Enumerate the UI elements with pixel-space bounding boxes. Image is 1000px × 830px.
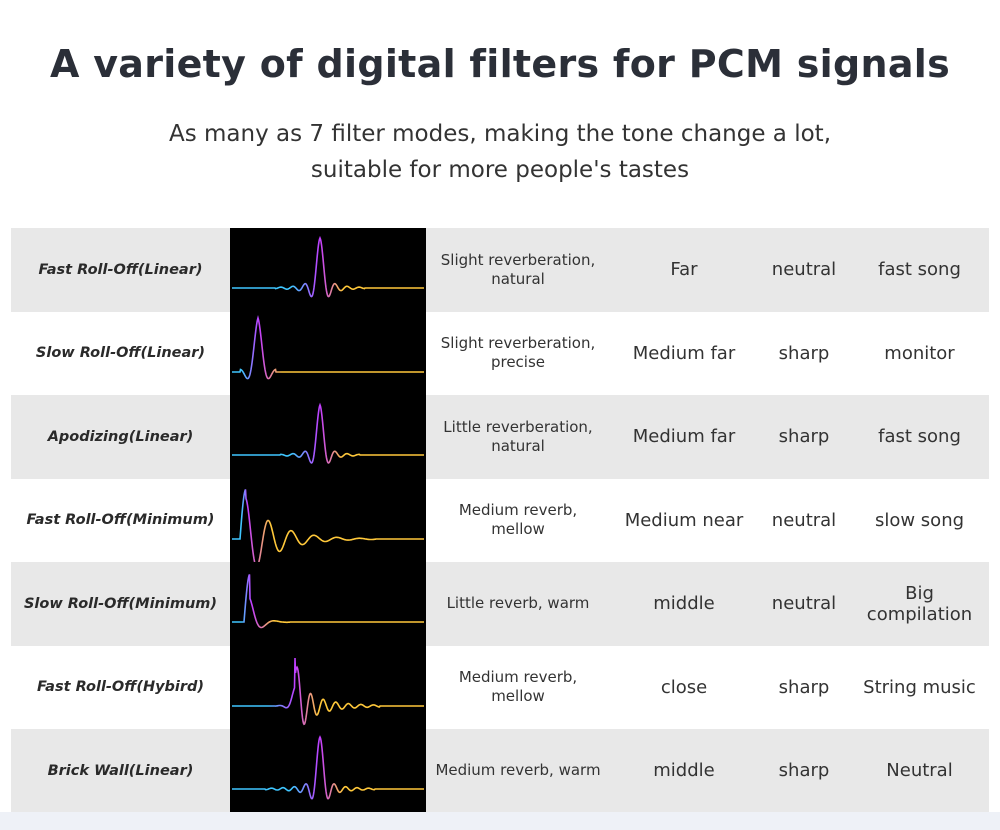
- waveform-cell: [230, 395, 426, 479]
- tone-character: sharp: [778, 342, 830, 364]
- sound-distance: Medium near: [624, 509, 744, 531]
- recommended-genre: fast song: [878, 259, 961, 281]
- subtitle-line-2: suitable for more people's tastes: [310, 157, 690, 183]
- impulse-response-curve: [232, 735, 424, 800]
- filter-table: Fast Roll-Off(Linear) Slight reverberatio…: [11, 228, 989, 813]
- table-row: Fast Roll-Off(Linear) Slight reverberatio…: [11, 228, 989, 312]
- page-subtitle: As many as 7 filter modes, making the to…: [0, 116, 1000, 188]
- table-row: Brick Wall(Linear) Medium reverb, warm mid…: [11, 729, 989, 813]
- table-row: Fast Roll-Off(Minimum) Medium reverb, mel…: [11, 478, 989, 562]
- waveform-cell: [230, 562, 426, 646]
- waveform-cell: [230, 729, 426, 813]
- impulse-response-graphic: [232, 314, 424, 380]
- filter-name: Apodizing(Linear): [47, 428, 194, 445]
- waveform-cell: [230, 645, 426, 729]
- recommended-genre: slow song: [874, 509, 965, 531]
- reverb-description: Slight reverberation, precise: [440, 334, 596, 372]
- recommended-genre: fast song: [878, 426, 961, 448]
- impulse-response-graphic: [232, 735, 424, 800]
- tone-character: neutral: [771, 593, 837, 615]
- waveform-cell: [230, 311, 426, 395]
- impulse-response-curve: [232, 402, 424, 465]
- impulse-response-graphic: [232, 657, 424, 725]
- tone-character: neutral: [771, 259, 837, 281]
- impulse-response-graphic: [232, 574, 424, 629]
- sound-distance: Medium far: [632, 426, 736, 448]
- recommended-genre: Neutral: [886, 760, 953, 782]
- filter-name: Slow Roll-Off(Minimum): [23, 595, 218, 612]
- impulse-response-curve: [232, 236, 424, 298]
- filter-name: Fast Roll-Off(Hybird): [36, 679, 205, 696]
- recommended-genre: monitor: [884, 342, 955, 364]
- sound-distance: Far: [670, 259, 698, 281]
- impulse-response-curve: [232, 488, 424, 562]
- footer-bar: [0, 812, 1000, 830]
- impulse-response-graphic: [232, 402, 424, 465]
- impulse-response-curve: [232, 314, 424, 380]
- reverb-description: Medium reverb, mellow: [458, 501, 578, 539]
- waveform-cell: [230, 228, 426, 312]
- filter-name: Slow Roll-Off(Linear): [35, 345, 206, 362]
- impulse-response-curve: [232, 574, 424, 629]
- reverb-description: Slight reverberation, natural: [440, 250, 596, 288]
- reverb-description: Medium reverb, mellow: [458, 668, 578, 706]
- impulse-response-graphic: [232, 488, 424, 562]
- recommended-genre: String music: [863, 676, 976, 698]
- sound-distance: Medium far: [632, 342, 736, 364]
- page-title: A variety of digital filters for PCM sig…: [49, 42, 951, 86]
- reverb-description: Little reverberation, natural: [443, 417, 593, 455]
- impulse-response-curve: [232, 657, 424, 725]
- subtitle-line-1: As many as 7 filter modes, making the to…: [168, 121, 832, 147]
- table-row: Apodizing(Linear) Little reverberation, n…: [11, 395, 989, 479]
- waveform-cell: [230, 478, 426, 562]
- table-row: Slow Roll-Off(Minimum) Little reverb, war…: [11, 562, 989, 646]
- filter-name: Fast Roll-Off(Minimum): [26, 512, 215, 529]
- table-row: Fast Roll-Off(Hybird) Medium reverb, mell…: [11, 645, 989, 729]
- sound-distance: middle: [653, 593, 715, 615]
- reverb-description: Medium reverb, warm: [435, 761, 601, 780]
- impulse-response-graphic: [232, 236, 424, 298]
- tone-character: sharp: [778, 426, 830, 448]
- tone-character: neutral: [771, 509, 837, 531]
- reverb-description: Little reverb, warm: [446, 594, 590, 613]
- tone-character: sharp: [778, 760, 830, 782]
- recommended-genre: Big compilation: [866, 582, 973, 625]
- table-row: Slow Roll-Off(Linear) Slight reverberatio…: [11, 311, 989, 395]
- filter-name: Fast Roll-Off(Linear): [38, 261, 203, 278]
- sound-distance: middle: [653, 760, 715, 782]
- sound-distance: close: [660, 676, 708, 698]
- tone-character: sharp: [778, 676, 830, 698]
- filter-name: Brick Wall(Linear): [47, 762, 194, 779]
